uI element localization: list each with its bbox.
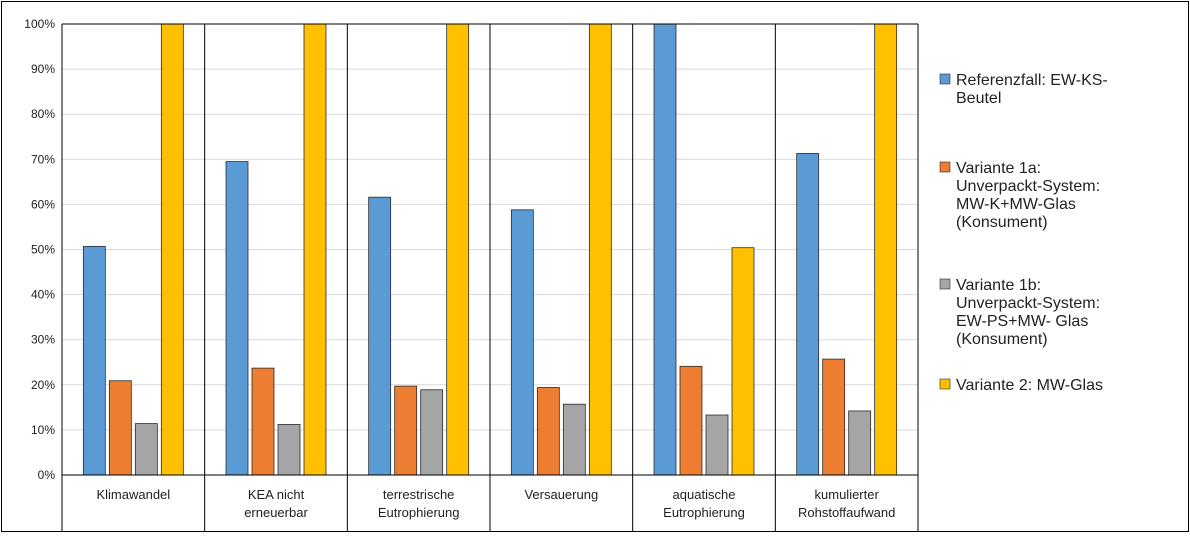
bar	[588, 23, 612, 476]
legend-swatch	[939, 161, 951, 173]
y-tick-label: 80%	[31, 107, 55, 121]
legend-label: Beutel	[956, 90, 1001, 107]
legend-label: (Konsument)	[956, 331, 1048, 348]
legend-label: Variante 1a:	[956, 160, 1041, 177]
y-tick-label: 40%	[31, 288, 55, 302]
y-tick-label: 70%	[31, 152, 55, 166]
legend-label: (Konsument)	[956, 214, 1048, 231]
y-tick-label: 10%	[31, 423, 55, 437]
legend-label: Variante 2: MW-Glas	[956, 377, 1103, 394]
y-tick-label: 100%	[24, 17, 55, 31]
bars	[82, 23, 898, 476]
axes	[61, 23, 919, 532]
bar	[160, 23, 184, 476]
y-tick-label: 60%	[31, 197, 55, 211]
x-category-label: aquatische	[673, 487, 736, 502]
bar	[510, 209, 534, 476]
bar	[796, 153, 820, 476]
bar	[536, 387, 560, 476]
bar	[368, 196, 392, 476]
x-category-label: Klimawandel	[96, 487, 170, 502]
y-tick-label: 50%	[31, 243, 55, 257]
bar	[822, 358, 846, 476]
bar	[82, 245, 106, 476]
bar	[705, 414, 729, 476]
x-category-label: Versauerung	[524, 487, 598, 502]
axis-labels: 0% 10% 20% 30% 40% 50% 60% 70% 80% 90% 100% Klimawa…	[24, 17, 895, 520]
bar	[420, 389, 444, 476]
x-category-label: Eutrophierung	[378, 505, 460, 520]
bar	[394, 385, 418, 476]
y-tick-label: 90%	[31, 62, 55, 76]
bar	[874, 23, 898, 476]
bar	[108, 380, 132, 476]
x-category-label: erneuerbar	[244, 505, 308, 520]
bar	[134, 423, 158, 476]
legend-swatch	[939, 278, 951, 290]
bar	[277, 424, 301, 476]
legend-label: Unverpackt-System:	[956, 178, 1100, 195]
bar	[303, 23, 327, 476]
bar	[225, 161, 249, 476]
bar	[562, 403, 586, 476]
y-tick-label: 0%	[38, 468, 56, 482]
legend-label: Variante 1b:	[956, 277, 1041, 294]
legend-label: MW-K+MW-Glas	[956, 196, 1076, 213]
bar	[731, 247, 755, 476]
bar	[653, 23, 677, 476]
legend-label: Referenzfall: EW-KS-	[956, 72, 1108, 89]
x-category-label: Rohstoffaufwand	[798, 505, 895, 520]
x-category-label: KEA nicht	[248, 487, 305, 502]
legend-label: Unverpackt-System:	[956, 295, 1100, 312]
bar	[679, 365, 703, 476]
legend-swatch	[939, 73, 951, 85]
legend-label: EW-PS+MW- Glas	[956, 313, 1088, 330]
x-category-label: Eutrophierung	[663, 505, 745, 520]
x-category-label: terrestrische	[383, 487, 455, 502]
x-category-label: kumulierter	[815, 487, 880, 502]
legend-swatch	[939, 378, 951, 390]
y-tick-label: 30%	[31, 333, 55, 347]
bar	[848, 410, 872, 476]
y-tick-label: 20%	[31, 378, 55, 392]
bar	[251, 367, 275, 476]
bar	[446, 23, 470, 476]
